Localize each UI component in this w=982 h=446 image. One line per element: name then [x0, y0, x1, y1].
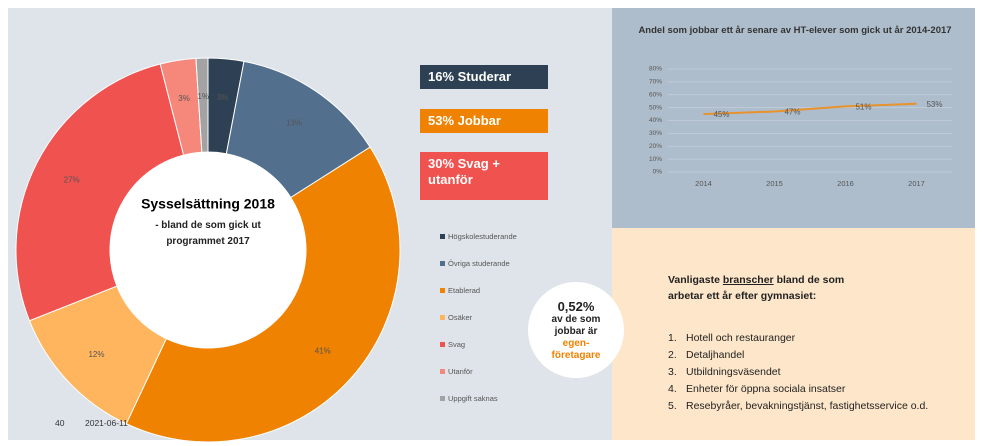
item-number: 3.	[668, 366, 677, 378]
legend-swatch	[440, 234, 445, 239]
item-text: Detaljhandel	[686, 349, 745, 361]
slice-label: 27%	[64, 176, 80, 185]
legend-swatch	[440, 315, 445, 320]
industry-item: 2. Detaljhandel	[668, 347, 968, 363]
item-number: 5.	[668, 400, 677, 412]
y-tick-label: 30%	[649, 130, 662, 137]
item-text: Hotell och restauranger	[686, 332, 796, 344]
legend-label: Etablerad	[448, 286, 480, 295]
y-tick-label: 10%	[649, 156, 662, 163]
industry-list: 1. Hotell och restauranger 2. Detaljhandel 3…	[668, 330, 968, 414]
bubble: 0,52% av de som jobbar är egen-företagar…	[528, 282, 624, 378]
legend-swatch	[440, 369, 445, 374]
industry-item: 4. Enheter för öppna sociala insatser	[668, 381, 968, 397]
y-tick-label: 60%	[649, 91, 662, 98]
slice-label: 3%	[178, 94, 190, 103]
slice-label: 12%	[88, 350, 104, 359]
donut-subtitle: - bland de som gick ut programmet 2017	[155, 220, 261, 247]
summary-box: 30% Svag + utanför	[420, 152, 548, 200]
x-tick-label: 2017	[908, 179, 925, 188]
date: 2021-06-11	[85, 418, 128, 428]
legend-label: Svag	[448, 340, 465, 349]
data-label: 53%	[926, 100, 942, 109]
legend-swatch	[440, 342, 445, 347]
line-title: Andel som jobbar ett år senare av HT-ele…	[638, 25, 952, 36]
data-label: 45%	[713, 110, 729, 119]
summary-box: 53% Jobbar	[420, 109, 548, 133]
slice-label: 41%	[315, 346, 331, 355]
chart-panel	[612, 8, 975, 228]
slice-label: 3%	[217, 93, 229, 102]
summary-box: 16% Studerar	[420, 65, 548, 89]
y-tick-label: 40%	[649, 117, 662, 124]
item-number: 1.	[668, 332, 677, 344]
heading-text: bland de som arbetar ett år efter gymnas…	[668, 274, 845, 302]
item-text: Resebyråer, bevakningstjänst, fastighets…	[686, 400, 929, 412]
y-tick-label: 50%	[649, 104, 662, 111]
x-tick-label: 2016	[837, 179, 854, 188]
donut-hole	[110, 152, 306, 348]
legend-label: Utanför	[448, 367, 473, 376]
item-number: 4.	[668, 383, 677, 395]
industries: Vanligaste branscher bland de som arbeta…	[668, 272, 968, 414]
info-panel	[612, 228, 975, 440]
data-label: 47%	[784, 108, 800, 117]
bubble-value: 0,52%	[557, 298, 595, 314]
legend-swatch	[440, 396, 445, 401]
bubble-text: av de som jobbar är	[551, 313, 601, 337]
donut-subtitle-box: - bland de som gick ut programmet 2017	[155, 220, 261, 247]
y-tick-label: 20%	[649, 143, 662, 150]
y-tick-label: 80%	[649, 66, 662, 73]
x-tick-label: 2014	[695, 179, 712, 188]
heading-link: branscher	[722, 274, 774, 286]
slice-label: 1%	[197, 92, 209, 101]
x-tick-label: 2015	[766, 179, 783, 188]
industry-item: 3. Utbildningsväsendet	[668, 364, 968, 380]
data-label: 51%	[855, 102, 871, 111]
legend-swatch	[440, 261, 445, 266]
y-tick-label: 70%	[649, 79, 662, 86]
heading-text: Vanligaste	[668, 274, 720, 286]
slice-label: 13%	[286, 119, 302, 128]
industries-heading: Vanligaste branscher bland de som arbeta…	[668, 272, 878, 304]
bubble-highlight: egen-företagare	[551, 337, 601, 361]
item-text: Utbildningsväsendet	[686, 366, 781, 378]
legend-swatch	[440, 288, 445, 293]
legend-label: Osäker	[448, 313, 473, 322]
y-tick-label: 0%	[653, 169, 663, 176]
industry-item: 5. Resebyråer, bevakningstjänst, fastighe…	[668, 398, 968, 414]
page-number: 40	[55, 418, 65, 428]
industry-item: 1. Hotell och restauranger	[668, 330, 968, 346]
item-text: Enheter för öppna sociala insatser	[686, 383, 846, 395]
item-number: 2.	[668, 349, 677, 361]
line-series	[703, 102, 917, 116]
legend-label: Högskolestuderande	[448, 232, 517, 241]
legend-label: Övriga studerande	[448, 259, 510, 268]
legend-label: Uppgift saknas	[448, 394, 498, 403]
donut-title: Sysselsättning 2018	[141, 196, 275, 212]
